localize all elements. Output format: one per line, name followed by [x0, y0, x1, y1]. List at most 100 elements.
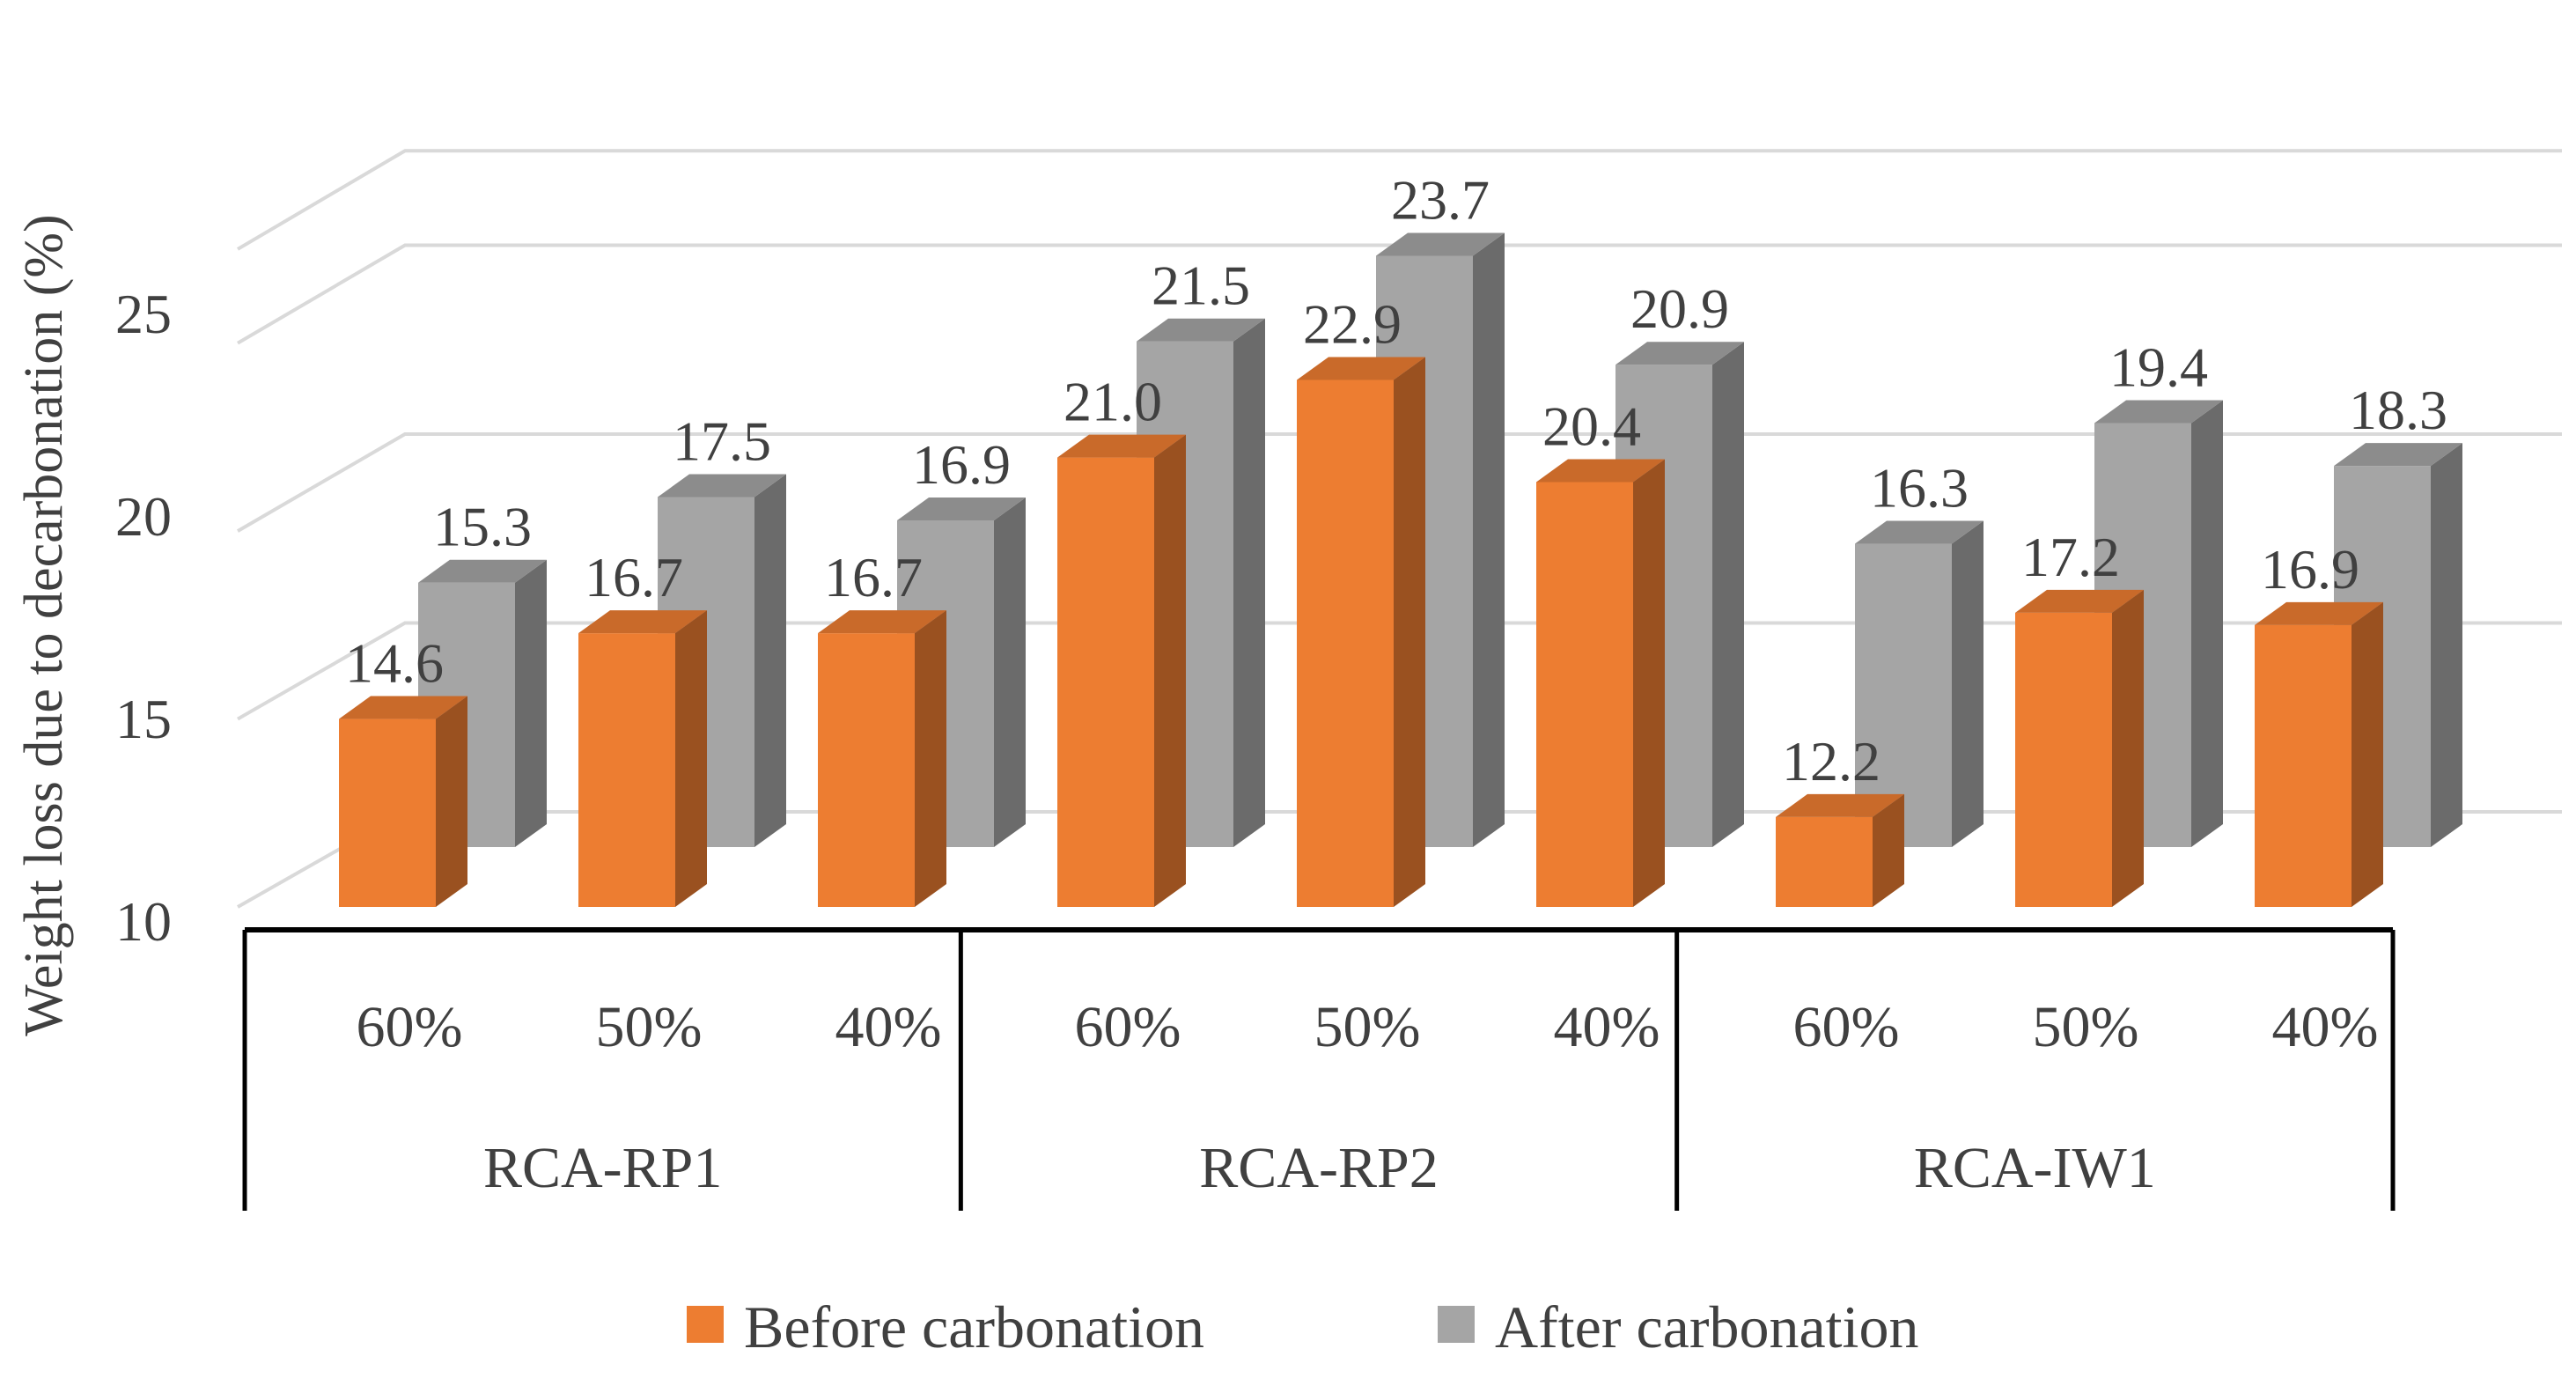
bar-before-front — [2255, 624, 2352, 907]
y-tick-label: 25 — [115, 283, 172, 345]
category-label: 60% — [357, 995, 463, 1059]
bar-before-side — [1633, 459, 1665, 907]
y-tick-label: 10 — [115, 890, 172, 953]
data-label-before: 14.6 — [345, 632, 444, 695]
bar-before-side — [2112, 589, 2144, 907]
bar-before — [1536, 459, 1665, 907]
legend-label: Before carbonation — [744, 1294, 1204, 1360]
y-tick-label: 20 — [115, 485, 172, 548]
bar-after-top — [897, 498, 1026, 521]
bar-after-top — [418, 559, 547, 583]
bar-after-side — [515, 559, 547, 847]
category-label: 40% — [835, 995, 942, 1059]
bar-after-top — [2094, 400, 2223, 424]
data-label-after: 18.3 — [2349, 379, 2447, 441]
bar-before — [818, 610, 946, 907]
category-label: 40% — [2272, 995, 2379, 1059]
bar-after-top — [1137, 318, 1265, 342]
bar-before-front — [339, 719, 436, 907]
bar-before-front — [1297, 380, 1394, 907]
category-label: 50% — [1314, 995, 1421, 1059]
group-label: RCA-RP1 — [483, 1136, 722, 1200]
bar-before-top — [1297, 357, 1425, 380]
data-label-before: 16.7 — [824, 546, 923, 608]
bars — [339, 232, 2462, 908]
bar-before — [578, 610, 707, 907]
bar-before-front — [1057, 457, 1154, 907]
bar-before-top — [2015, 589, 2144, 613]
bar-after-top — [1616, 342, 1744, 365]
data-label-after: 16.9 — [912, 433, 1011, 496]
bar-after-top — [2334, 443, 2462, 467]
legend-swatch — [1438, 1306, 1475, 1343]
group-label: RCA-IW1 — [1914, 1136, 2156, 1200]
bar-after-side — [994, 498, 1026, 847]
data-label-after: 21.5 — [1152, 254, 1250, 317]
legend-swatch — [687, 1306, 724, 1343]
bar-before-front — [1536, 482, 1633, 907]
category-label: 60% — [1793, 995, 1900, 1059]
y-tick-label: 15 — [115, 688, 172, 750]
bar-before-front — [818, 633, 915, 907]
data-label-after: 17.5 — [673, 410, 771, 473]
bar-before-side — [1873, 793, 1904, 907]
group-label: RCA-RP2 — [1199, 1136, 1438, 1200]
bar-before — [2255, 601, 2383, 907]
bar-after-side — [1473, 232, 1505, 848]
bar-before-side — [2352, 601, 2383, 907]
data-label-before: 21.0 — [1064, 371, 1162, 433]
legend-label: After carbonation — [1495, 1294, 1918, 1360]
data-label-after: 23.7 — [1391, 168, 1490, 231]
data-label-before: 17.2 — [2021, 526, 2120, 588]
bar-before-front — [2015, 612, 2112, 907]
gridline — [237, 621, 2562, 721]
category-label: 60% — [1075, 995, 1181, 1059]
bar-before-top — [1536, 459, 1665, 483]
bar-before-top — [2255, 601, 2383, 625]
data-label-after: 19.4 — [2109, 336, 2208, 399]
y-axis-title: Weight loss due to decarbonation (%) — [14, 214, 74, 1036]
data-label-after: 20.9 — [1630, 277, 1729, 340]
data-label-before: 16.9 — [2261, 538, 2359, 601]
bar-before-top — [339, 696, 467, 719]
data-label-after: 15.3 — [433, 496, 532, 558]
legend: Before carbonation After carbonation — [687, 1294, 1918, 1360]
bar-before-top — [1776, 793, 1904, 817]
gridline — [236, 243, 2562, 345]
bar-after-side — [1712, 342, 1744, 848]
bar-before-top — [1057, 434, 1186, 458]
bar-before-top — [578, 610, 707, 634]
bar-after-top — [658, 474, 786, 498]
category-label: 40% — [1554, 995, 1660, 1059]
bar-before-side — [915, 610, 946, 907]
data-labels: 15.3 14.6 17.5 16.7 16.9 16.7 21.5 21.0 23.7 22.9… — [345, 168, 2447, 792]
gridline — [236, 149, 2562, 251]
bar-before — [1297, 357, 1425, 907]
bar-before — [1776, 793, 1904, 907]
y-axis: 10 15 20 25 Weight loss due to decarbonation… — [14, 214, 172, 1036]
data-label-before: 20.4 — [1542, 394, 1641, 457]
data-label-after: 16.3 — [1870, 457, 1969, 520]
category-label: 50% — [596, 995, 703, 1059]
category-label: 50% — [2033, 995, 2139, 1059]
bar-before-side — [436, 696, 467, 907]
bar-before-top — [818, 610, 946, 634]
bar-before — [339, 696, 467, 907]
bar-before-side — [1154, 434, 1186, 908]
bar-before — [2015, 589, 2144, 907]
data-label-before: 12.2 — [1782, 730, 1880, 792]
bar-before-side — [675, 610, 707, 907]
bar-after-side — [754, 474, 786, 847]
bar-after-top — [1376, 232, 1505, 256]
bar-before-side — [1394, 357, 1425, 907]
bar-after-side — [1233, 318, 1265, 847]
bar-before-front — [1776, 816, 1873, 907]
bar-after-top — [1855, 520, 1984, 544]
bar-before-front — [578, 633, 675, 907]
bar-after-side — [1952, 520, 1984, 847]
bar-after-side — [2191, 400, 2223, 847]
bar-before — [1057, 434, 1186, 908]
data-label-before: 16.7 — [585, 546, 683, 608]
